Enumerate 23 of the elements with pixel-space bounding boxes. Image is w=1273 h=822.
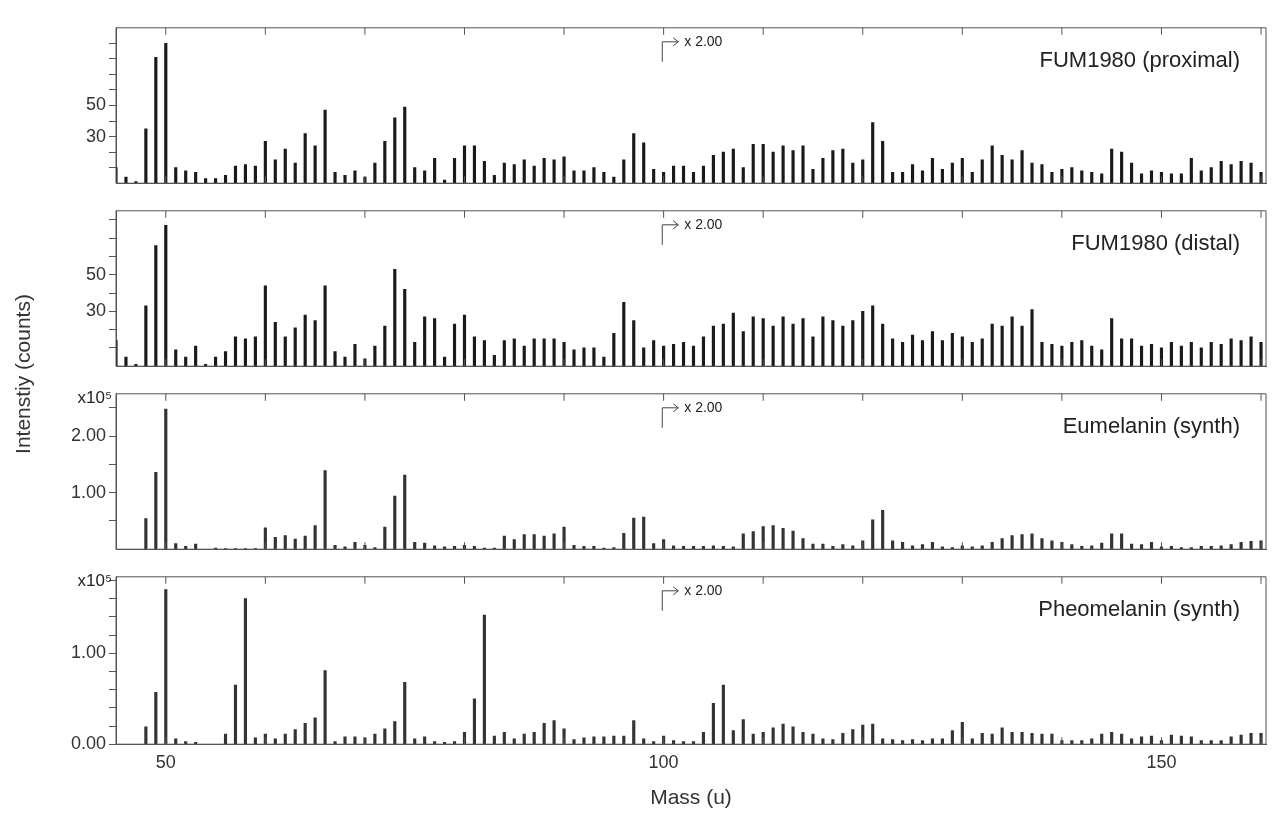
y-tick-label: 1.00: [70, 481, 106, 502]
text: Eumelanin (synth): [1062, 412, 1240, 438]
y-tick-label: 30: [85, 300, 106, 321]
x-tick-label: 50: [155, 751, 176, 772]
text: FUM1980 (proximal): [1039, 46, 1240, 72]
x-tick-label: 100: [648, 751, 679, 772]
y-tick-label: 50: [85, 263, 106, 284]
text: x10⁵: [77, 387, 112, 407]
annotation: x 2.00: [684, 215, 723, 232]
text: x10⁵: [77, 570, 112, 590]
annotation: x 2.00: [684, 581, 723, 598]
x-axis-title: Mass (u): [650, 785, 732, 809]
y-tick-label: 1.00: [70, 642, 106, 663]
text: Pheomelanin (synth): [1038, 595, 1240, 621]
y-tick-label: 0.00: [70, 733, 106, 754]
x-tick-label: 150: [1146, 751, 1177, 772]
y-tick-label: 30: [85, 125, 106, 146]
annotation: x 2.00: [684, 398, 723, 415]
y-tick-label: 2.00: [70, 425, 106, 446]
text: FUM1980 (distal): [1071, 229, 1240, 255]
y-axis-title: Intenstiy (counts): [11, 293, 35, 454]
annotation: x 2.00: [684, 32, 723, 49]
y-tick-label: 50: [85, 94, 106, 115]
